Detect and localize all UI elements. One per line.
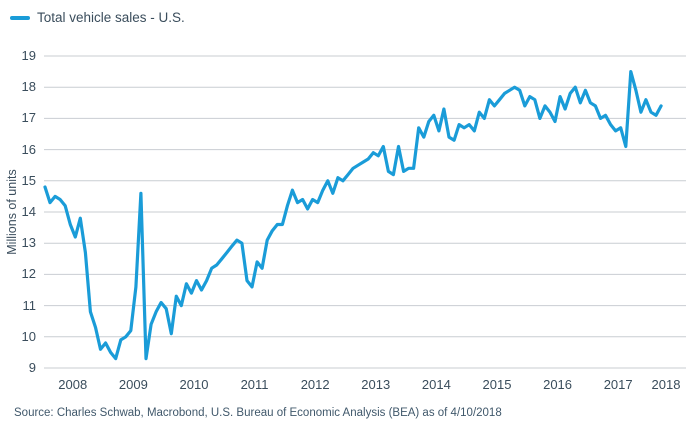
line-series-swatch-icon [10,16,30,20]
y-tick-label: 10 [21,328,36,344]
x-tick-label: 2010 [179,377,209,392]
x-tick-label: 2017 [603,377,633,392]
legend: Total vehicle sales - U.S. [10,9,185,27]
y-tick-label: 17 [21,110,36,126]
x-tick-label: 2014 [421,377,451,392]
x-tick-label: 2016 [543,377,573,392]
y-tick-label: 14 [21,204,36,219]
x-tick-label: 2018 [651,377,681,392]
y-tick-label: 9 [28,360,36,375]
x-tick-label: 2011 [240,377,269,392]
y-tick-label: 13 [21,235,36,251]
total-vehicle-sales-line [43,69,663,361]
x-tick-label: 2015 [482,377,512,392]
y-tick-label: 12 [21,266,36,282]
x-tick-label: 2013 [361,377,391,392]
y-tick-label: 15 [21,172,36,188]
x-tick-label: 2008 [58,377,88,392]
x-tick-label: 2012 [300,377,330,392]
x-tick-label: 2009 [118,377,148,392]
y-tick-label: 16 [21,141,36,157]
y-tick-label: 19 [21,48,36,63]
y-tick-label: 11 [22,297,37,313]
source-note: Source: Charles Schwab, Macrobond, U.S. … [14,407,502,419]
legend-label: Total vehicle sales - U.S. [37,10,185,25]
y-tick-label: 18 [21,79,36,95]
